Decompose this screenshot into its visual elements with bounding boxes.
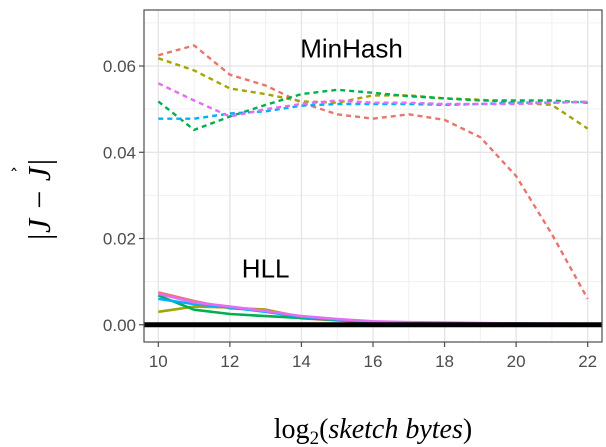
x-axis-title-close: ) [463, 414, 472, 445]
x-tick-label: 18 [435, 352, 454, 371]
x-axis-title-italic: sketch bytes [328, 414, 463, 445]
y-axis-title-hat: ˆ [10, 166, 19, 187]
x-tick-label: 22 [578, 352, 597, 371]
x-tick-label: 14 [292, 352, 311, 371]
annotation-minhash: MinHash [300, 33, 403, 63]
y-tick-label: 0.04 [103, 143, 136, 162]
x-tick-label: 12 [220, 352, 239, 371]
x-tick-label: 16 [364, 352, 383, 371]
annotation-hll: HLL [242, 253, 290, 283]
y-tick-label: 0.02 [103, 230, 136, 249]
y-tick-label: 0.06 [103, 57, 136, 76]
y-tick-label: 0.00 [103, 316, 136, 335]
x-axis-title-open: ( [319, 414, 328, 445]
x-tick-label: 20 [507, 352, 526, 371]
x-tick-label: 10 [149, 352, 168, 371]
minhash-series-line-3 [157, 88, 588, 132]
x-axis-title: log2(sketch bytes) [274, 414, 472, 447]
x-axis-title-subscript: 2 [310, 428, 320, 447]
minhash-series-line-1 [157, 44, 589, 300]
x-axis-title-prefix: log [274, 414, 310, 445]
y-axis-title: |J − J| [21, 158, 57, 242]
